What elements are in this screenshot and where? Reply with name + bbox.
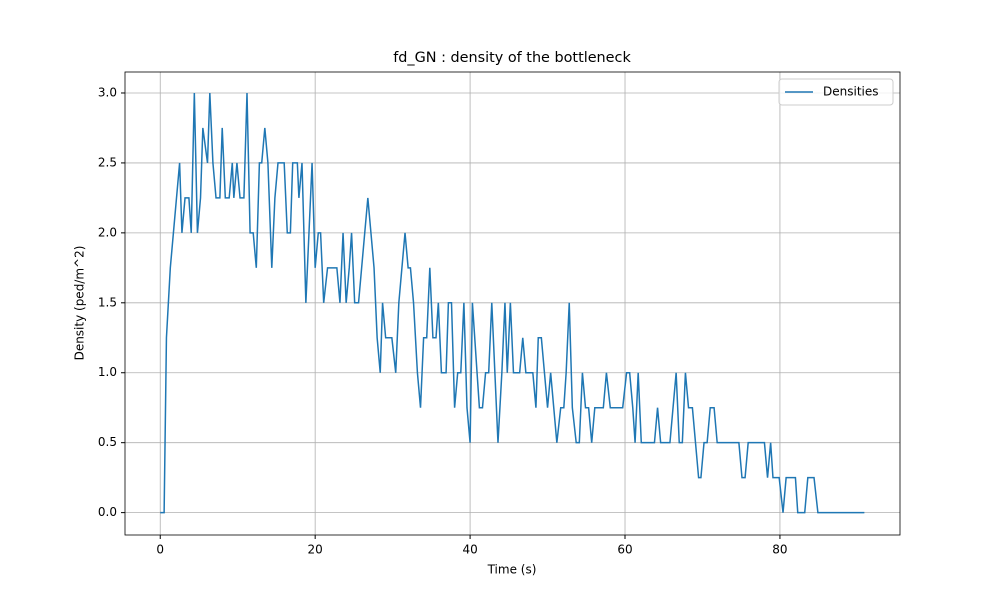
- y-axis-label: Density (ped/m^2): [73, 246, 87, 361]
- y-tick-label: 3.0: [98, 85, 117, 99]
- legend-label: Densities: [823, 85, 879, 99]
- x-tick-label: 80: [772, 543, 787, 557]
- y-tick-label: 0.5: [98, 435, 117, 449]
- y-tick-label: 2.0: [98, 225, 117, 239]
- legend-box: [778, 78, 894, 106]
- y-tick-label: 1.5: [98, 295, 117, 309]
- x-tick-label: 0: [156, 543, 164, 557]
- x-tick-label: 20: [308, 543, 323, 557]
- y-tick-label: 0.0: [98, 505, 117, 519]
- y-tick-label: 1.0: [98, 365, 117, 379]
- chart-title: fd_GN : density of the bottleneck: [393, 50, 631, 66]
- plot-frame: [124, 71, 901, 536]
- y-tick-label: 2.5: [98, 155, 117, 169]
- x-tick-label: 60: [617, 543, 632, 557]
- x-axis-label: Time (s): [487, 563, 537, 577]
- x-tick-label: 40: [462, 543, 477, 557]
- data-line: [160, 92, 865, 514]
